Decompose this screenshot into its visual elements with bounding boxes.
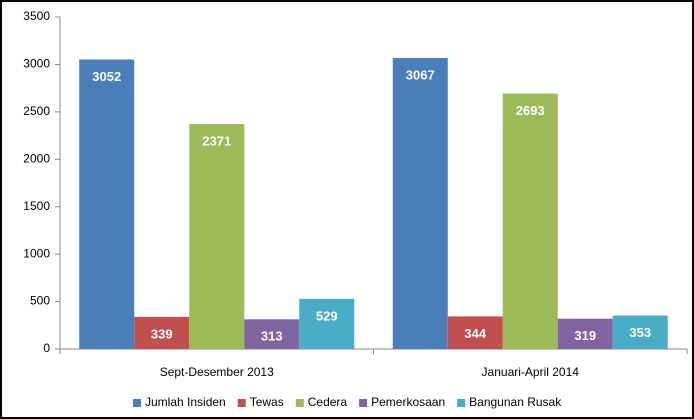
- legend-label: Bangunan Rusak: [469, 395, 562, 409]
- value-label: 319: [574, 328, 596, 343]
- value-label: 2371: [202, 134, 231, 149]
- value-label: 313: [261, 329, 283, 344]
- legend-swatch: [359, 399, 368, 407]
- bar: [612, 315, 668, 349]
- bar: [244, 319, 300, 349]
- bar: [299, 298, 355, 349]
- bar: [502, 93, 558, 349]
- y-tick-label: 3500: [23, 9, 50, 23]
- legend-swatch: [133, 399, 141, 407]
- legend-swatch: [237, 399, 246, 407]
- bar: [392, 58, 448, 349]
- x-tick-label: Januari-April 2014: [482, 365, 580, 379]
- y-tick-label: 3000: [23, 57, 50, 71]
- legend-swatch: [295, 399, 304, 407]
- y-tick-label: 1000: [23, 246, 50, 260]
- bar: [189, 124, 245, 349]
- legend-label: Jumlah Insiden: [145, 395, 226, 409]
- value-label: 353: [629, 325, 651, 340]
- value-label: 3067: [406, 68, 435, 83]
- value-label: 3052: [92, 69, 121, 84]
- x-tick-label: Sept-Desember 2013: [160, 365, 274, 379]
- legend-swatch: [457, 399, 466, 407]
- y-tick-label: 0: [43, 341, 50, 355]
- value-label: 2693: [516, 103, 545, 118]
- y-tick-label: 2000: [23, 151, 50, 165]
- bar: [134, 316, 190, 349]
- legend-label: Cedera: [308, 395, 348, 409]
- y-tick-label: 500: [30, 294, 50, 308]
- value-label: 339: [151, 326, 173, 341]
- legend-label: Tewas: [250, 395, 284, 409]
- bar: [79, 59, 135, 349]
- value-label: 344: [464, 326, 486, 341]
- bar: [557, 318, 613, 349]
- legend-label: Pemerkosaan: [371, 395, 445, 409]
- y-tick-label: 2500: [23, 104, 50, 118]
- y-tick-label: 1500: [23, 199, 50, 213]
- bar: [447, 316, 503, 349]
- value-label: 529: [316, 308, 338, 323]
